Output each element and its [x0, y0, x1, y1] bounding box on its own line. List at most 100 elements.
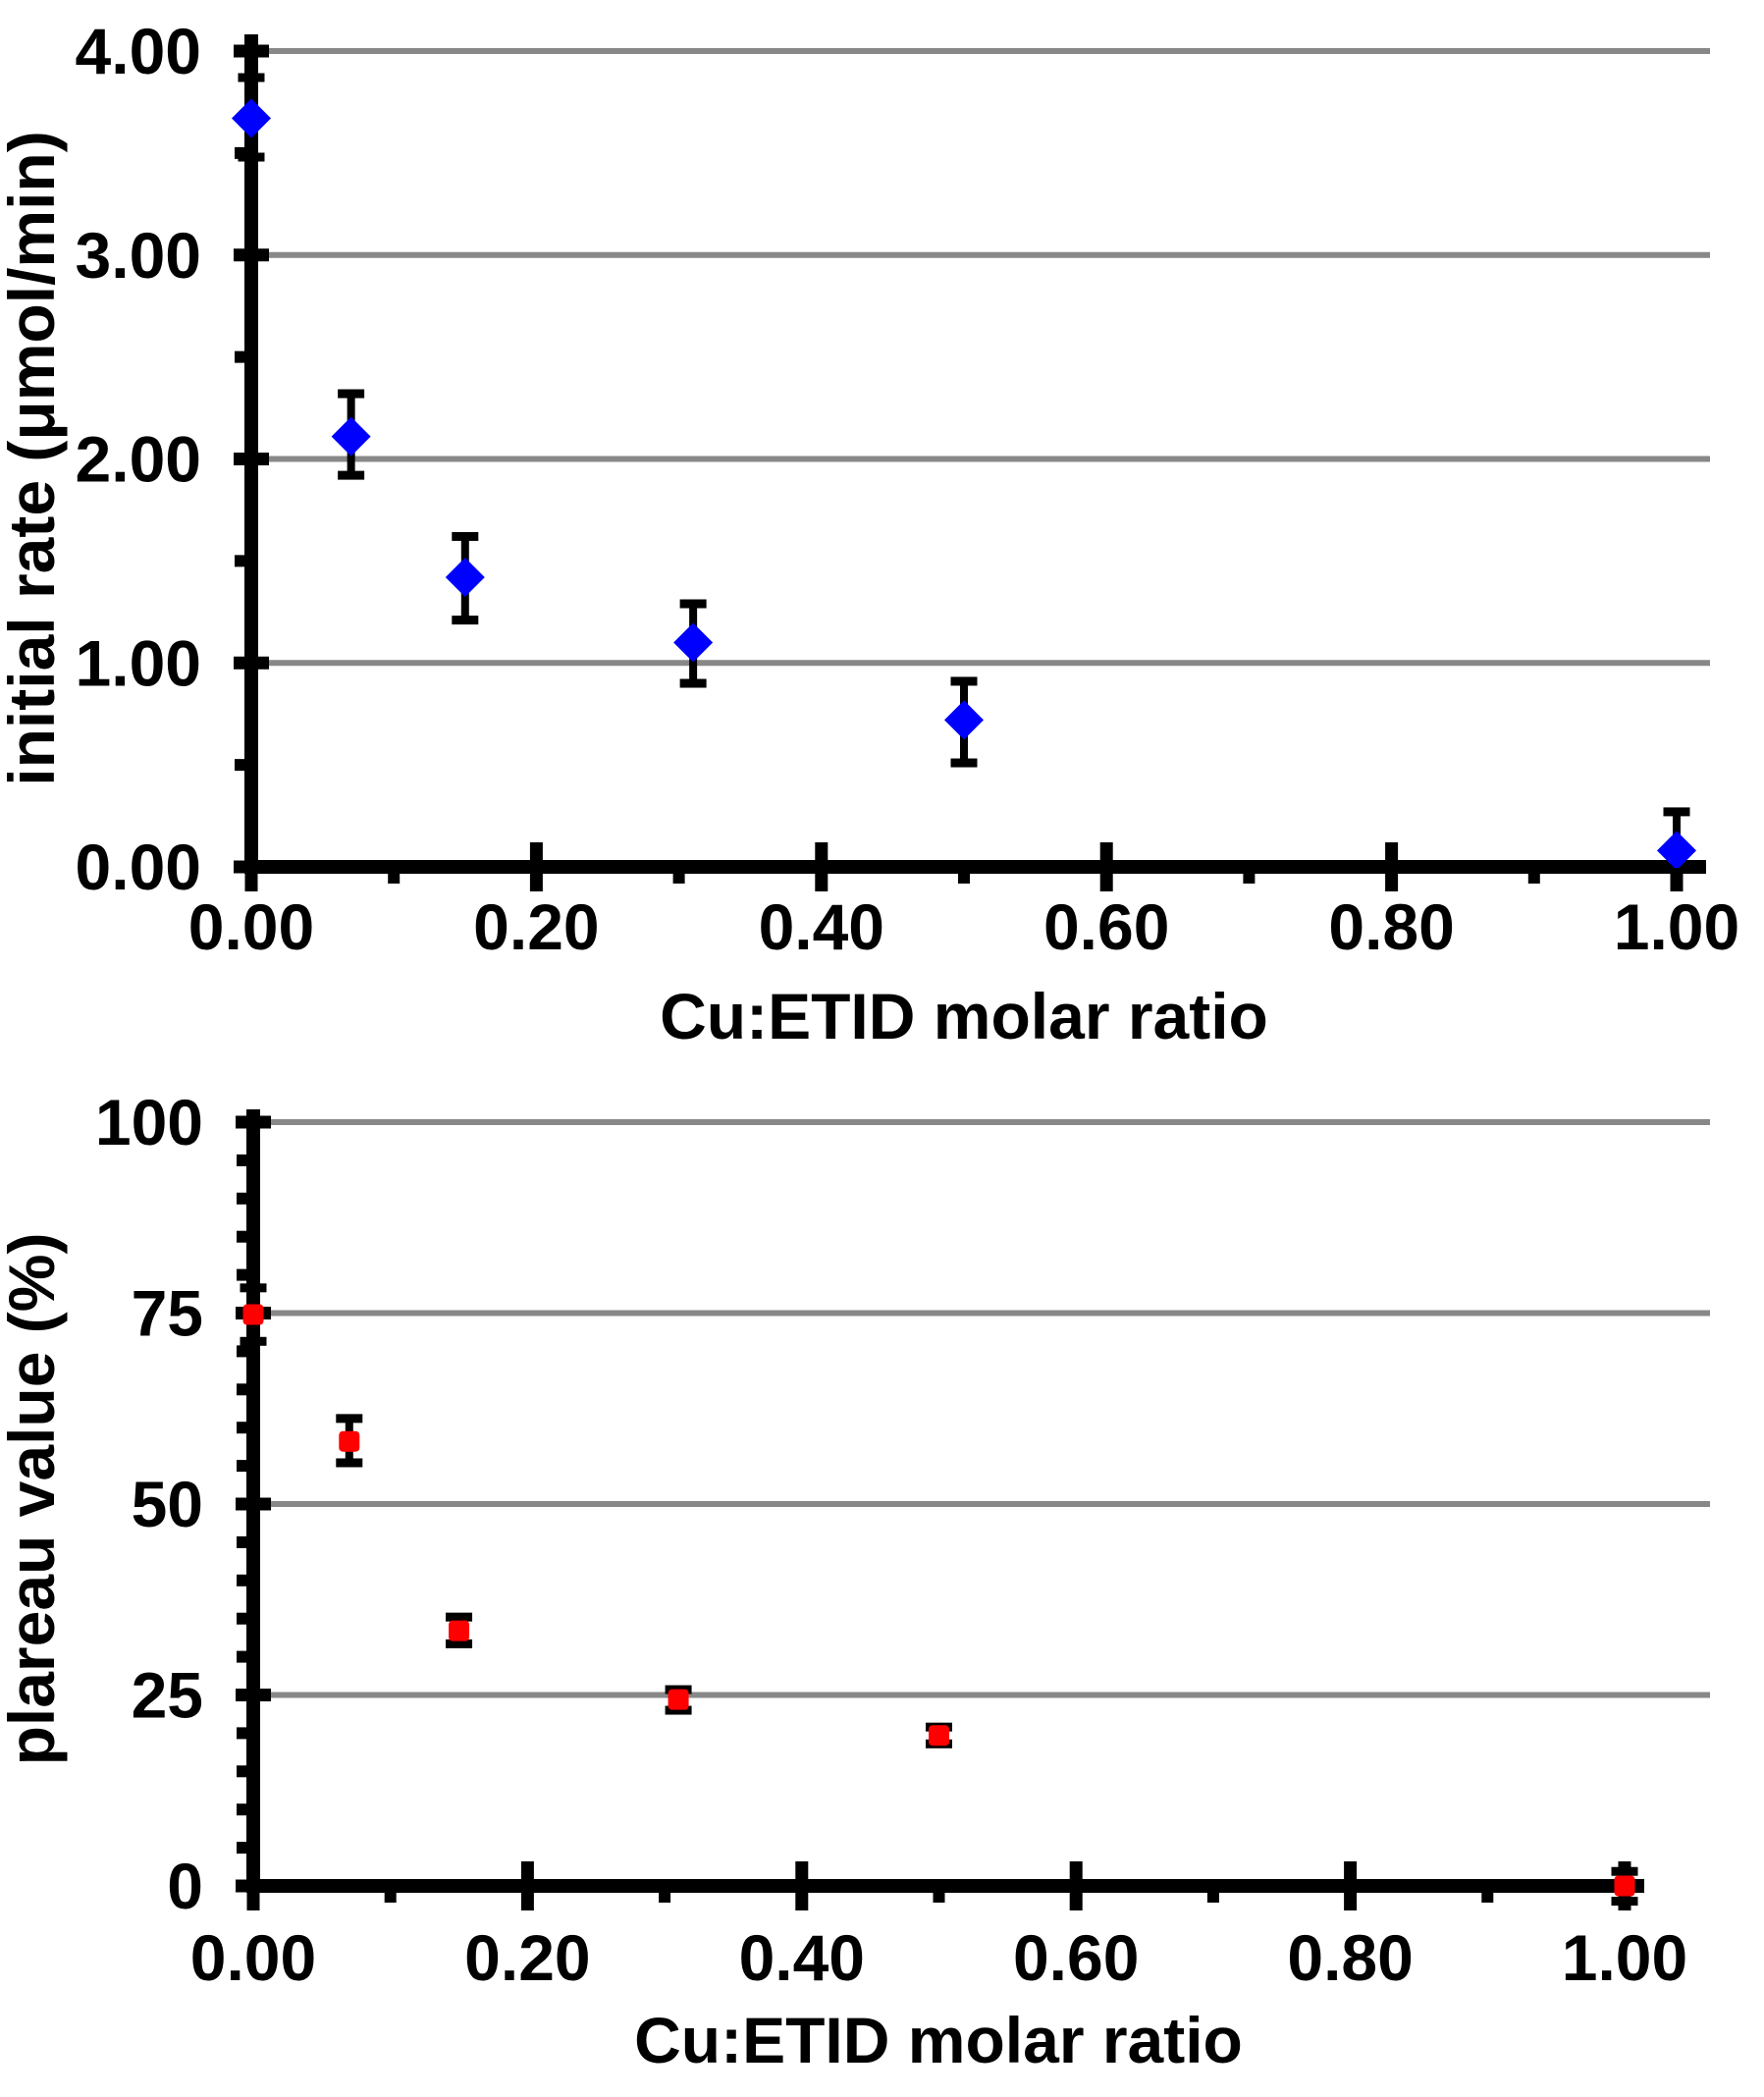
y-axis-title: plareau value (%): [0, 1233, 68, 1766]
data-point: [1614, 1875, 1635, 1897]
y-axis-minor-tick: [235, 555, 250, 567]
x-axis-minor-tick: [933, 1889, 945, 1903]
error-bar-cap-bottom: [446, 1639, 473, 1648]
data-point: [242, 1304, 264, 1325]
y-axis-minor-tick: [237, 1727, 252, 1740]
y-axis-minor-tick: [237, 1192, 252, 1205]
error-bar-cap-bottom: [336, 1458, 363, 1468]
x-axis-tick: [529, 842, 543, 891]
error-bar-cap-bottom: [679, 678, 707, 688]
y-tick-label: 100: [95, 1086, 203, 1158]
error-bar-cap-top: [679, 599, 707, 609]
x-axis-line: [244, 860, 1706, 874]
gridline: [251, 660, 1710, 667]
y-axis-tick: [236, 1879, 271, 1893]
series-group: [240, 1283, 1638, 1907]
data-point: [668, 1689, 689, 1710]
x-axis-minor-tick: [672, 870, 685, 884]
x-axis-minor-tick: [384, 1889, 397, 1903]
y-axis-tick: [234, 44, 269, 58]
y-tick-label: 75: [132, 1277, 203, 1350]
error-bar-cap-bottom: [240, 1336, 267, 1346]
x-axis-tick: [1069, 1861, 1083, 1910]
data-point: [339, 1430, 360, 1452]
y-axis-minor-tick: [237, 1268, 252, 1281]
x-tick-label: 0.40: [739, 1921, 865, 1994]
data-point: [445, 557, 485, 597]
gridline: [251, 251, 1710, 258]
x-tick-label: 0.20: [473, 890, 599, 963]
y-tick-label: 0: [167, 1850, 203, 1922]
y-axis-tick: [234, 860, 269, 874]
y-axis-minor-tick: [237, 1612, 252, 1625]
data-point: [1657, 831, 1696, 868]
y-tick-label: 0.00: [76, 831, 201, 903]
y-tick-label: 25: [132, 1659, 203, 1732]
error-bar-cap-bottom: [950, 758, 978, 768]
bottom-chart: 0.00 0.20 0.40 0.60 0.80 1.00 0 25 50 75 100 Cu:ETI…: [0, 1086, 1710, 2076]
error-bar-cap-top: [1663, 807, 1690, 817]
x-axis-minor-tick: [1243, 870, 1256, 884]
data-point: [331, 416, 371, 457]
error-bar-cap-bottom: [665, 1705, 692, 1715]
error-bar-cap-bottom: [238, 152, 265, 162]
x-tick-label: 1.00: [1614, 890, 1739, 963]
y-tick-label: 3.00: [76, 219, 201, 292]
y-axis-minor-tick: [237, 1574, 252, 1586]
error-bar-cap-bottom: [338, 470, 365, 480]
x-axis-tick: [520, 1861, 534, 1910]
y-axis-minor-tick: [237, 1842, 252, 1855]
error-bar-cap-top: [240, 1283, 267, 1293]
y-axis-minor-tick: [237, 1154, 252, 1166]
x-tick-label: 0.60: [1043, 890, 1169, 963]
data-point: [449, 1620, 470, 1641]
y-axis-minor-tick: [237, 1535, 252, 1548]
x-axis-line: [246, 1879, 1644, 1893]
y-axis-minor-tick: [237, 1383, 252, 1396]
x-tick-label: 0.80: [1328, 890, 1454, 963]
y-tick-label: 2.00: [76, 423, 201, 496]
y-axis-minor-tick: [237, 1803, 252, 1816]
error-bar-cap-top: [452, 531, 479, 541]
y-tick-label: 1.00: [76, 626, 201, 699]
y-axis-minor-tick: [237, 1765, 252, 1778]
y-axis-tick: [234, 656, 269, 670]
x-tick-label: 0.20: [464, 1921, 590, 1994]
x-tick-label: 0.40: [759, 890, 884, 963]
error-bar-cap-top: [238, 73, 265, 82]
series-group: [232, 73, 1696, 868]
error-bar-cap-top: [446, 1612, 473, 1622]
y-axis-tick: [236, 1689, 271, 1701]
x-axis-minor-tick: [1527, 870, 1540, 884]
error-bar-cap-top: [950, 676, 978, 686]
x-axis-minor-tick: [1481, 1889, 1494, 1903]
y-axis-minor-tick: [237, 1230, 252, 1243]
x-axis-minor-tick: [659, 1889, 671, 1903]
y-tick-label: 50: [132, 1468, 203, 1540]
y-axis-tick: [234, 453, 269, 465]
x-axis-tick: [1099, 842, 1113, 891]
x-axis-tick: [795, 1861, 809, 1910]
x-tick-label: 0.00: [188, 890, 314, 963]
x-tick-label: 0.80: [1287, 1921, 1413, 1994]
y-axis-minor-tick: [237, 1345, 252, 1358]
x-tick-label: 1.00: [1562, 1921, 1687, 1994]
x-axis-minor-tick: [958, 870, 970, 884]
x-axis-title: Cu:ETID molar ratio: [634, 2004, 1243, 2076]
gridline: [253, 1310, 1710, 1317]
y-tick-label: 4.00: [76, 15, 201, 87]
y-axis-title: initial rate (μmol/min): [0, 131, 68, 785]
error-bar-cap-top: [338, 389, 365, 399]
gridline: [253, 1501, 1710, 1507]
x-axis-minor-tick: [1206, 1889, 1219, 1903]
x-tick-label: 0.00: [190, 1921, 316, 1994]
x-tick-label: 0.60: [1013, 1921, 1139, 1994]
y-axis-tick: [236, 1497, 271, 1511]
data-point: [929, 1725, 949, 1747]
gridline: [253, 1692, 1710, 1698]
error-bar-cap-top: [1611, 1866, 1638, 1876]
error-bar-cap-bottom: [1611, 1897, 1638, 1907]
y-axis-tick: [234, 248, 269, 262]
